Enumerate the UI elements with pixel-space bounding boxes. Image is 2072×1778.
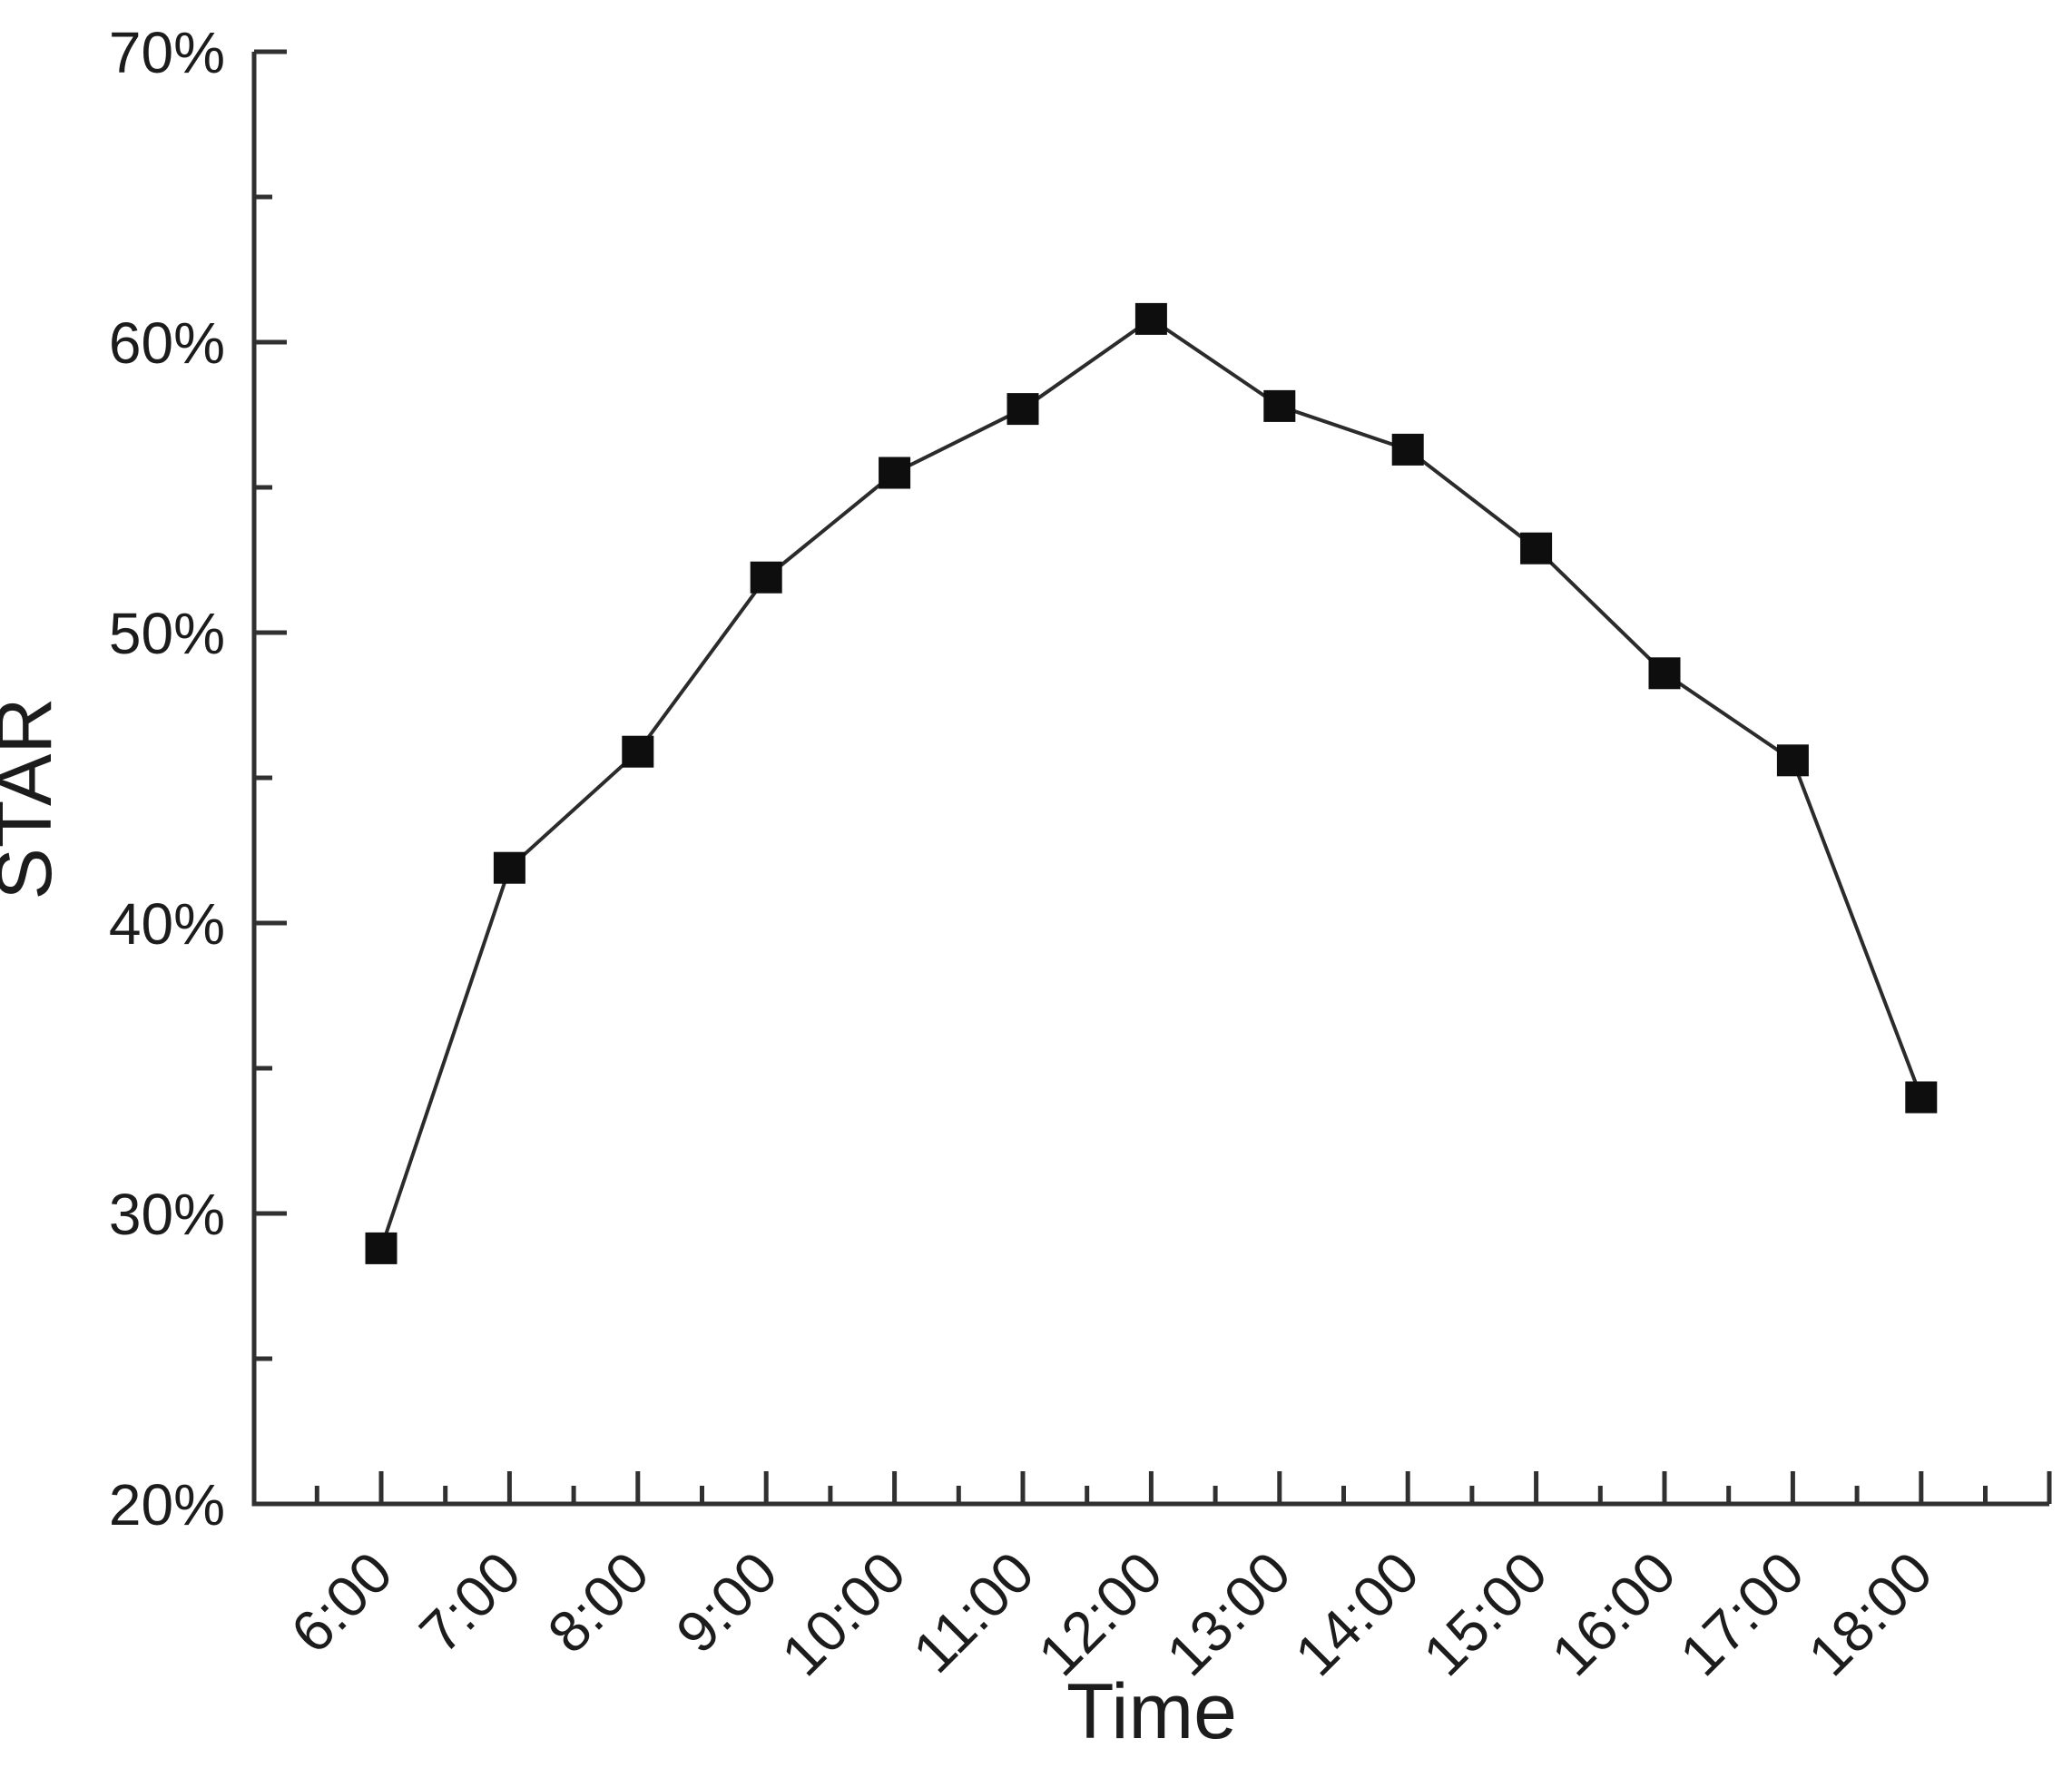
- x-axis-title: Time: [1066, 1668, 1237, 1755]
- data-point-15:00: [1520, 532, 1553, 565]
- x-tick-label: 6:00: [279, 1539, 405, 1665]
- y-tick-label: 50%: [109, 601, 225, 666]
- x-tick-label: 7:00: [407, 1539, 533, 1665]
- y-tick-label: 30%: [109, 1182, 225, 1247]
- x-tick-label: 11:00: [900, 1539, 1046, 1685]
- x-axis-major-ticks: [378, 1471, 2052, 1504]
- data-point-markers: [365, 302, 1938, 1264]
- y-tick-label: 40%: [109, 891, 225, 957]
- x-tick-labels: 6:00 7:00 8:00 9:0010:0011:0012:0013:0014:0…: [279, 1539, 1945, 1688]
- y-tick-label: 20%: [109, 1472, 225, 1537]
- data-point-17:00: [1776, 744, 1809, 777]
- data-point-12:00: [1134, 302, 1167, 335]
- x-tick-label: 14:00: [1282, 1539, 1431, 1688]
- x-tick-label: 15:00: [1410, 1539, 1559, 1688]
- y-tick-label: 60%: [109, 310, 225, 376]
- y-tick-labels: 20% 30% 40% 50% 60% 70%: [109, 20, 225, 1537]
- data-point-10:00: [879, 457, 911, 489]
- axis-lines: [251, 52, 2049, 1507]
- x-tick-label: 9:00: [663, 1539, 790, 1665]
- data-point-16:00: [1648, 657, 1681, 690]
- x-tick-label: 17:00: [1667, 1539, 1816, 1688]
- data-point-6:00: [365, 1232, 398, 1264]
- x-tick-label: 10:00: [769, 1539, 918, 1688]
- data-line: [379, 316, 1923, 1250]
- x-tick-label: 8:00: [535, 1539, 662, 1665]
- y-tick-label: 70%: [109, 20, 225, 85]
- data-point-18:00: [1905, 1081, 1938, 1114]
- y-axis-minor-ticks: [254, 194, 272, 1361]
- data-point-9:00: [750, 561, 782, 594]
- x-tick-label: 18:00: [1796, 1539, 1945, 1688]
- x-axis-minor-ticks: [314, 1486, 1988, 1504]
- data-point-11:00: [1007, 393, 1039, 426]
- data-point-14:00: [1391, 433, 1424, 466]
- data-point-7:00: [493, 851, 525, 884]
- x-tick-label: 13:00: [1154, 1539, 1303, 1688]
- x-tick-label: 16:00: [1539, 1539, 1688, 1688]
- data-point-13:00: [1263, 389, 1296, 422]
- series-line-star: [379, 316, 1923, 1250]
- x-tick-label: 12:00: [1026, 1539, 1174, 1688]
- data-point-8:00: [622, 735, 654, 768]
- y-axis-title: STAR: [0, 698, 68, 900]
